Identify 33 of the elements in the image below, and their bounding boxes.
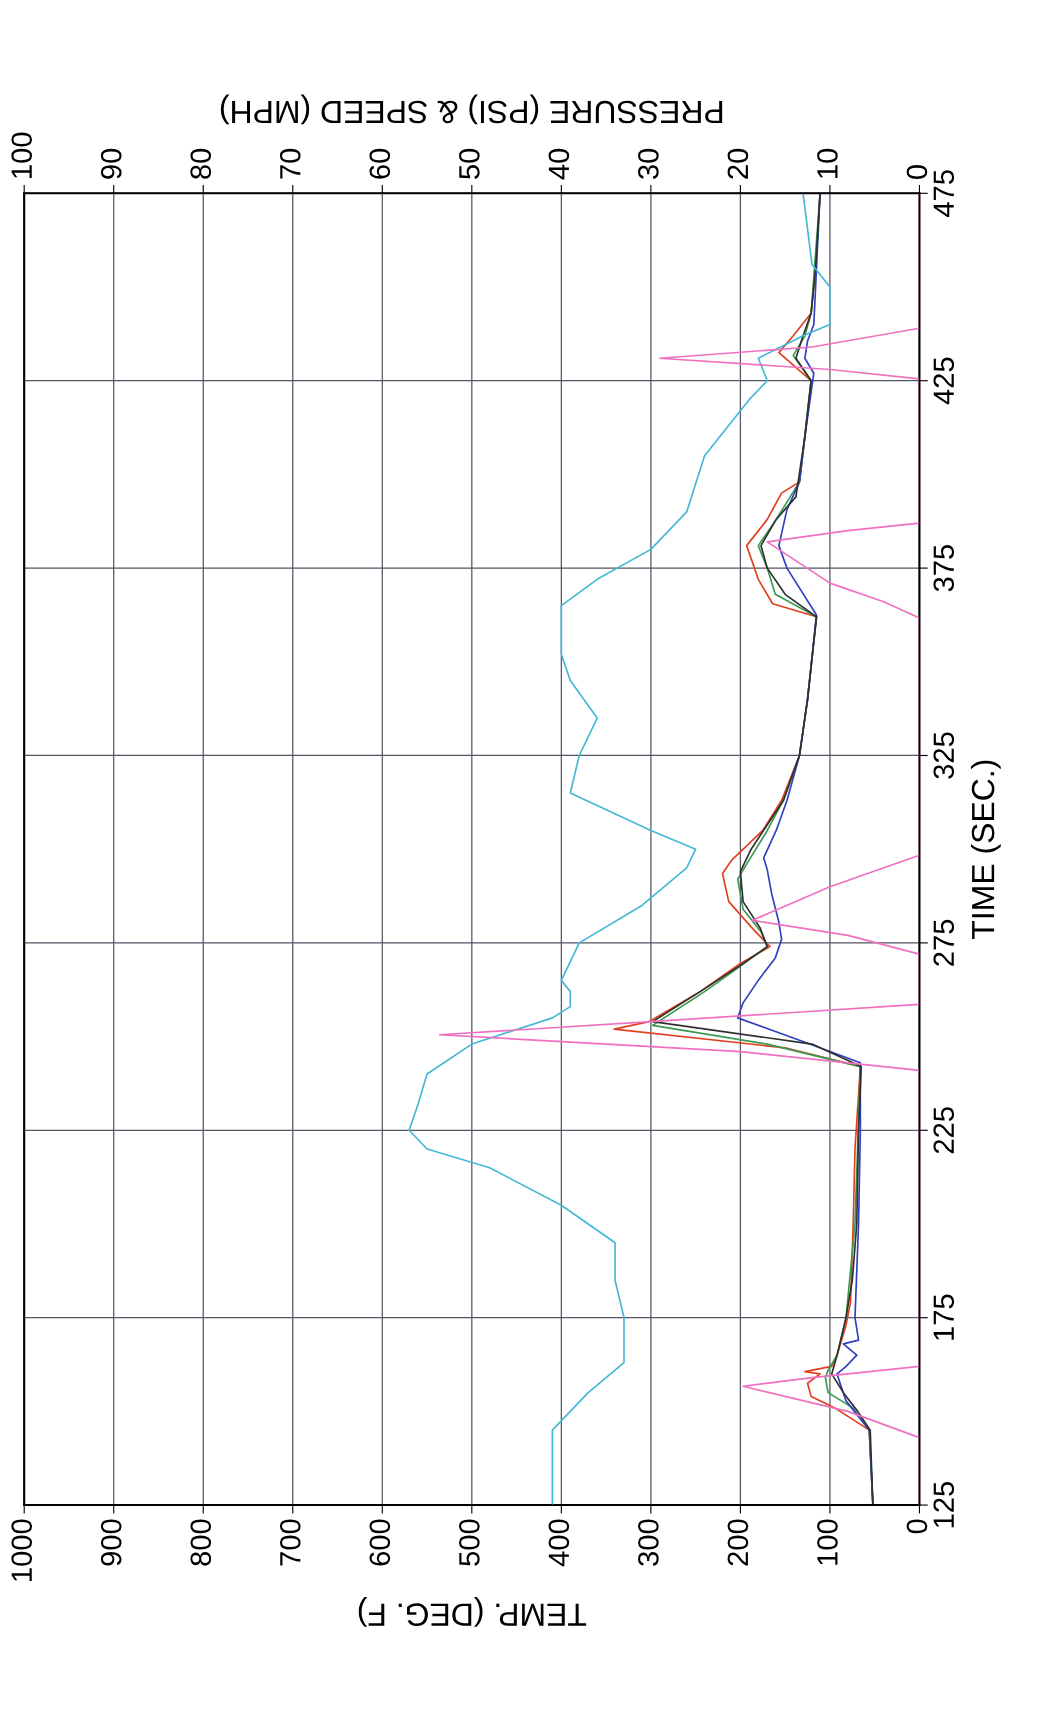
y-tick-label: 375	[933, 544, 955, 592]
x2-tick-label: 50	[459, 148, 480, 179]
x2-tick-label: 70	[279, 148, 301, 179]
y-tick-label: 275	[933, 919, 955, 966]
x2-tick-label: 40	[548, 148, 570, 180]
x-tick-label: 300	[638, 1519, 659, 1566]
x-tick-label: 200	[727, 1519, 749, 1566]
x2-tick-label: 10	[817, 148, 838, 178]
x-tick-label: 500	[459, 1519, 480, 1566]
x-tick-label: 0	[906, 1519, 928, 1534]
x-tick-label: 400	[548, 1519, 570, 1567]
x2-tick-label: 60	[369, 148, 391, 179]
y-axis-title: TIME (SEC.)	[970, 760, 1001, 939]
x-tick-label: 800	[190, 1519, 212, 1566]
x2-axis-title: PRESSURE (PSI) & SPEED (MPH)	[220, 94, 723, 125]
x2-tick-label: 80	[190, 148, 212, 179]
y-tick-label: 225	[933, 1107, 955, 1154]
x-tick-label: 100	[817, 1519, 838, 1565]
x2-tick-label: 0	[906, 165, 928, 179]
x2-tick-label: 90	[100, 148, 122, 179]
y-tick-label: 325	[933, 732, 955, 779]
y-tick-label: 425	[933, 357, 955, 405]
x-tick-label: 900	[100, 1519, 122, 1566]
x2-tick-label: 20	[727, 148, 749, 179]
x-tick-label: 700	[279, 1519, 301, 1566]
x-tick-label: 600	[369, 1519, 391, 1566]
y-tick-label: 175	[933, 1294, 955, 1340]
x-axis-title: TEMP. (DEG. F)	[358, 1597, 587, 1627]
x2-tick-label: 100	[11, 132, 33, 178]
x2-tick-label: 30	[638, 148, 659, 180]
y-tick-label: 125	[933, 1481, 955, 1528]
x-tick-label: 1000	[11, 1519, 33, 1581]
y-tick-label: 475	[933, 170, 955, 217]
